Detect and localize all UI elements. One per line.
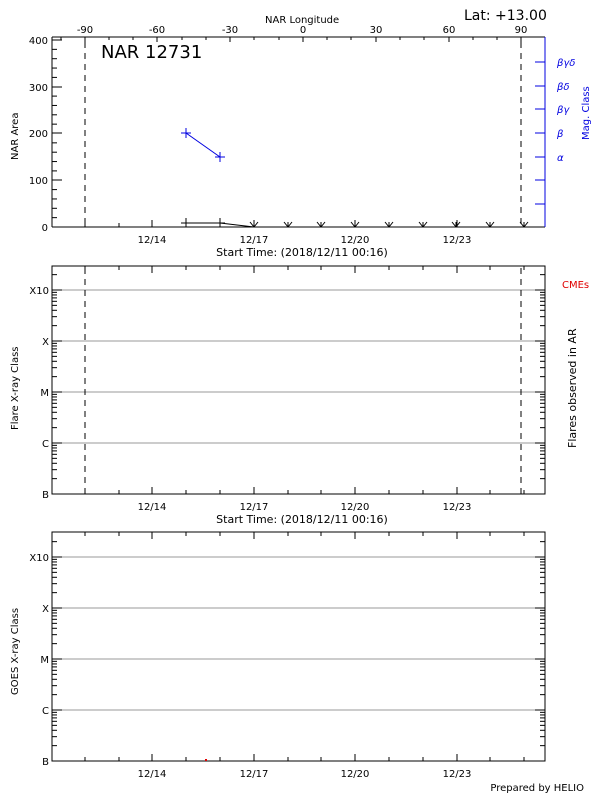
area-x-tick-labels: 12/14 12/17 12/20 12/23 <box>138 235 472 246</box>
svg-text:X10: X10 <box>29 553 49 564</box>
goes-x-tick-labels: 12/14 12/17 12/20 12/23 <box>138 769 472 780</box>
flares-y-ticks <box>52 274 545 480</box>
svg-text:200: 200 <box>29 129 48 140</box>
svg-text:βγδ: βγδ <box>556 58 575 69</box>
svg-text:-30: -30 <box>222 25 238 36</box>
area-y-minor-ticks <box>52 48 57 219</box>
longitude-axis-title: NAR Longitude <box>265 15 339 26</box>
mag-class-axis-label: Mag. Class <box>581 86 592 140</box>
svg-text:12/20: 12/20 <box>341 769 370 780</box>
flares-y-tick-labels: X10 X M C B <box>29 286 49 501</box>
svg-text:X10: X10 <box>29 286 49 297</box>
area-panel: Lat: +13.00 NAR Longitude NAR 12731 -90 <box>10 8 592 259</box>
svg-text:X: X <box>42 337 49 348</box>
area-y-ticks <box>52 39 62 228</box>
flares-y-axis-label: Flare X-ray Class <box>10 347 21 431</box>
goes-y-ticks <box>52 541 545 747</box>
svg-text:60: 60 <box>443 25 456 36</box>
region-title: NAR 12731 <box>101 42 202 63</box>
svg-text:12/23: 12/23 <box>443 502 472 513</box>
flares-x-axis-label: Start Time: (2018/12/11 00:16) <box>216 513 388 526</box>
svg-text:M: M <box>40 388 49 399</box>
svg-text:12/14: 12/14 <box>138 769 167 780</box>
svg-text:C: C <box>42 439 49 450</box>
svg-text:12/17: 12/17 <box>240 502 269 513</box>
svg-text:α: α <box>557 153 564 164</box>
svg-text:-60: -60 <box>149 25 165 36</box>
svg-text:12/20: 12/20 <box>341 502 370 513</box>
svg-text:90: 90 <box>515 25 528 36</box>
svg-text:βγ: βγ <box>556 105 570 116</box>
mag-class-series <box>181 218 529 228</box>
area-series <box>181 128 225 162</box>
svg-text:400: 400 <box>29 36 48 47</box>
goes-y-tick-labels: X10 X M C B <box>29 553 49 768</box>
svg-text:300: 300 <box>29 83 48 94</box>
goes-y-axis-label: GOES X-ray Class <box>10 608 21 695</box>
svg-text:30: 30 <box>370 25 383 36</box>
flares-x-ticks <box>84 266 525 494</box>
flares-panel: X10 X M C B Flare X-ray Class CMEs Flare… <box>10 265 589 526</box>
svg-text:12/23: 12/23 <box>443 235 472 246</box>
svg-text:B: B <box>42 490 49 501</box>
footer-credit: Prepared by HELIO <box>490 783 584 794</box>
svg-text:β: β <box>556 129 564 140</box>
cme-legend-label: CMEs <box>562 280 589 291</box>
flares-grid <box>62 289 545 444</box>
goes-grid <box>62 556 545 711</box>
svg-text:12/17: 12/17 <box>240 235 269 246</box>
svg-text:12/14: 12/14 <box>138 235 167 246</box>
svg-text:X: X <box>42 604 49 615</box>
mag-class-ticks <box>535 61 545 205</box>
longitude-ticks <box>60 37 522 42</box>
svg-text:0: 0 <box>42 223 48 234</box>
area-x-axis-label: Start Time: (2018/12/11 00:16) <box>216 246 388 259</box>
svg-text:100: 100 <box>29 176 48 187</box>
svg-text:12/20: 12/20 <box>341 235 370 246</box>
goes-x-ticks <box>84 532 525 761</box>
svg-text:B: B <box>42 757 49 768</box>
svg-text:M: M <box>40 655 49 666</box>
svg-text:-90: -90 <box>77 25 93 36</box>
mag-class-tick-labels: βγδ βδ βγ β α <box>556 58 575 164</box>
area-y-tick-labels: 400 300 200 100 0 <box>29 36 48 234</box>
goes-panel: X10 X M C B GOES X-ray Class 12/14 12/17 <box>10 531 584 794</box>
svg-text:12/23: 12/23 <box>443 769 472 780</box>
goes-flux-marker <box>205 759 207 761</box>
longitude-tick-labels: -90 -60 -30 0 30 60 90 <box>77 25 528 36</box>
svg-text:12/14: 12/14 <box>138 502 167 513</box>
svg-text:βδ: βδ <box>556 82 570 93</box>
flares-y2-axis-label: Flares observed in AR <box>566 328 579 448</box>
area-y-axis-label: NAR Area <box>10 113 21 160</box>
area-x-ticks <box>84 220 525 227</box>
svg-text:C: C <box>42 706 49 717</box>
svg-text:0: 0 <box>300 25 306 36</box>
flares-x-tick-labels: 12/14 12/17 12/20 12/23 <box>138 502 472 513</box>
svg-text:12/17: 12/17 <box>240 769 269 780</box>
latitude-label: Lat: +13.00 <box>464 8 547 24</box>
